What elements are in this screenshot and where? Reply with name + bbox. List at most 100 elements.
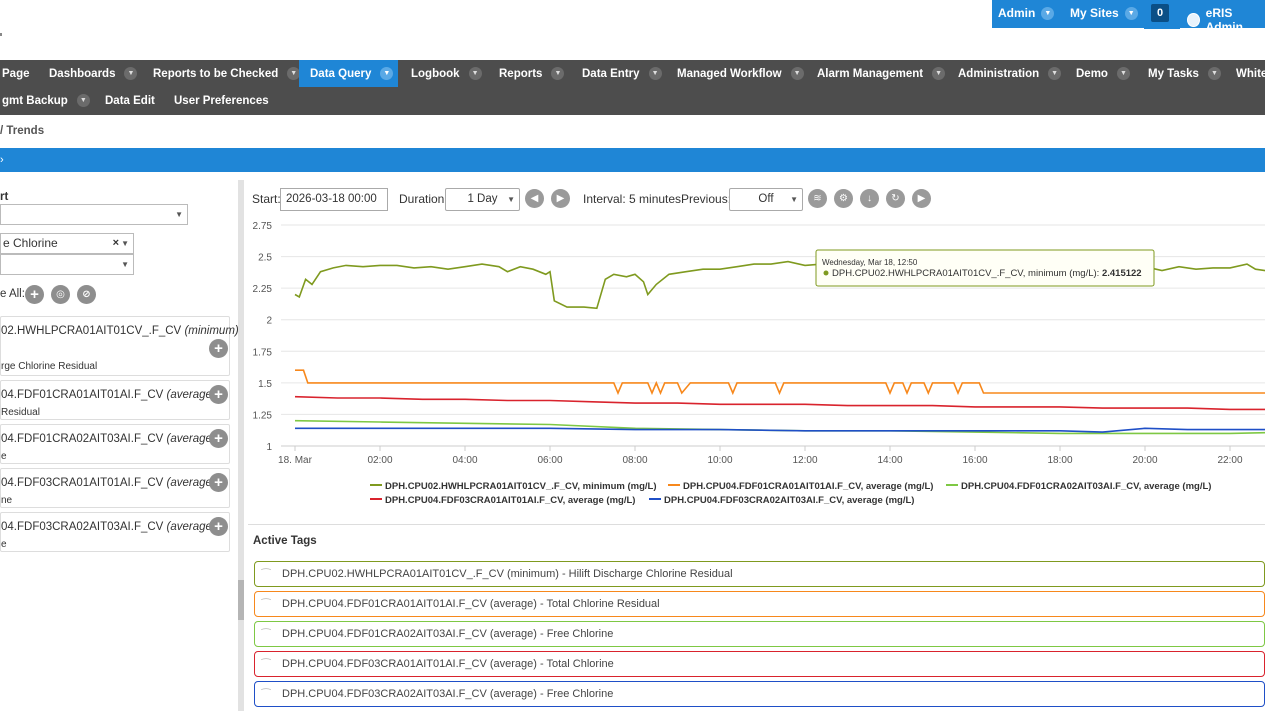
add-tag-icon[interactable]: +: [209, 429, 228, 448]
target-icon[interactable]: ◎: [51, 285, 70, 304]
legend-item[interactable]: DPH.CPU02.HWHLPCRA01AIT01CV_.F_CV, minim…: [370, 481, 657, 492]
parameter-select[interactable]: e Chlorine × ▼: [0, 233, 134, 254]
clear-x-icon[interactable]: ×: [112, 237, 119, 249]
active-tag-row[interactable]: ⁀ DPH.CPU04.FDF01CRA02AIT03AI.F_CV (avera…: [254, 621, 1265, 647]
nav-label: Alarm Management: [817, 67, 924, 80]
add-all-icon[interactable]: +: [25, 285, 44, 304]
active-tag-row[interactable]: ⁀ DPH.CPU04.FDF01CRA01AIT01AI.F_CV (avera…: [254, 591, 1265, 617]
legend-item[interactable]: DPH.CPU04.FDF03CRA02AIT03AI.F_CV, averag…: [649, 495, 914, 506]
add-tag-icon[interactable]: +: [209, 339, 228, 358]
nav-label: Page: [2, 67, 30, 80]
nav-label: Reports: [499, 67, 543, 80]
legend-item[interactable]: DPH.CPU04.FDF03CRA01AIT01AI.F_CV, averag…: [370, 495, 635, 506]
nav-item-logbook[interactable]: Logbook ▼: [409, 60, 484, 87]
add-tag-icon[interactable]: +: [209, 385, 228, 404]
globe-icon: [1187, 13, 1200, 27]
next-icon[interactable]: ▶: [551, 189, 570, 208]
nav-item-white[interactable]: White: [1234, 60, 1265, 87]
tag-description: e: [1, 451, 7, 462]
series-line-5[interactable]: [295, 427, 1265, 433]
clear-icon[interactable]: ⊘: [77, 285, 96, 304]
series-line-3[interactable]: [294, 419, 1265, 435]
notifications-badge[interactable]: 0: [1151, 4, 1169, 22]
legend-label: DPH.CPU02.HWHLPCRA01AIT01CV_.F_CV, minim…: [385, 481, 657, 492]
chevron-down-icon: ▼: [551, 67, 565, 80]
nav-item-user-preferences[interactable]: User Preferences: [172, 87, 271, 114]
duration-label: Duration:: [399, 192, 448, 206]
nav-item-reports[interactable]: Reports ▼: [497, 60, 566, 87]
previous-select[interactable]: Off ▼: [729, 188, 803, 211]
series-line-4[interactable]: [294, 395, 1265, 411]
tag-name: 04.FDF03CRA02AIT03AI.F_CV (average): [1, 521, 216, 533]
nav-item-data-entry[interactable]: Data Entry ▼: [580, 60, 664, 87]
duration-select[interactable]: 1 Day ▼: [445, 188, 520, 211]
user-menu[interactable]: eRIS Admin: [1187, 6, 1265, 34]
nav-label: Administration: [958, 67, 1040, 80]
refresh-icon[interactable]: ↻: [886, 189, 905, 208]
add-tag-icon[interactable]: +: [209, 517, 228, 536]
section-header-bar[interactable]: ›: [0, 148, 1265, 172]
splitter-handle[interactable]: [238, 580, 244, 620]
chevron-down-icon: ▼: [1207, 67, 1221, 80]
x-tick-label: 04:00: [452, 455, 477, 466]
main-nav: Page Dashboards ▼ Reports to be Checked ▼ Dat…: [0, 60, 1265, 115]
tag-aggregate: (average): [166, 433, 216, 445]
add-tag-icon[interactable]: +: [209, 473, 228, 492]
settings-icon[interactable]: ⚙: [834, 189, 853, 208]
nav-item-page[interactable]: Page: [0, 60, 32, 87]
tag-description: ne: [1, 495, 13, 506]
parameter-select-value: e Chlorine: [3, 236, 58, 250]
tag-description: Residual: [1, 407, 40, 418]
tag-id: 04.FDF01CRA01AIT01AI.F_CV: [1, 389, 167, 401]
start-date-input[interactable]: 2026-03-18 00:00: [280, 188, 388, 211]
breadcrumb: / Trends: [0, 125, 45, 137]
nav-label: Demo: [1076, 67, 1108, 80]
selected-tag-card[interactable]: 04.FDF01CRA01AIT01AI.F_CV (average) Resid…: [0, 380, 230, 420]
active-tag-label: DPH.CPU04.FDF03CRA01AIT01AI.F_CV (averag…: [282, 658, 614, 670]
active-tag-label: DPH.CPU04.FDF03CRA02AIT03AI.F_CV (averag…: [282, 688, 614, 700]
chevron-down-icon: ▼: [121, 239, 129, 248]
layers-icon[interactable]: ≋: [808, 189, 827, 208]
legend-item[interactable]: DPH.CPU04.FDF01CRA02AIT03AI.F_CV, averag…: [946, 481, 1211, 492]
selected-tag-card[interactable]: 04.FDF03CRA01AIT01AI.F_CV (average) ne +: [0, 468, 230, 508]
chevron-down-icon: ▼: [1124, 6, 1138, 20]
chevron-down-icon: ▼: [790, 67, 804, 80]
admin-menu[interactable]: Admin ▼: [998, 6, 1055, 20]
trend-chart[interactable]: 2.75 2.5 2.25 2 1.75 1.5 1.25 1 18. Mar 02:00 04:0…: [244, 212, 1265, 512]
nav-item-administration[interactable]: Administration ▼: [956, 60, 1063, 87]
x-tick-label: 08:00: [622, 455, 647, 466]
nav-item-alarm-management[interactable]: Alarm Management ▼: [815, 60, 947, 87]
legend-label: DPH.CPU04.FDF01CRA01AIT01AI.F_CV, averag…: [683, 481, 933, 492]
selected-tag-card[interactable]: 04.FDF01CRA02AIT03AI.F_CV (average) e +: [0, 424, 230, 464]
nav-item-dashboards[interactable]: Dashboards ▼: [47, 60, 139, 87]
filter-select[interactable]: ▼: [0, 254, 134, 275]
site-select[interactable]: ▼: [0, 204, 188, 225]
download-icon[interactable]: ↓: [860, 189, 879, 208]
nav-item-data-edit[interactable]: Data Edit: [103, 87, 157, 114]
tooltip-value: 2.415122: [1102, 268, 1142, 279]
active-tag-row[interactable]: ⁀ DPH.CPU02.HWHLPCRA01AIT01CV_.F_CV (mini…: [254, 561, 1265, 587]
active-tags-panel: [248, 524, 1265, 711]
nav-item-gmt-backup[interactable]: gmt Backup ▼: [0, 87, 92, 114]
my-sites-menu[interactable]: My Sites ▼: [1070, 6, 1138, 20]
play-icon[interactable]: ▶: [912, 189, 931, 208]
nav-item-reports-to-be-checked[interactable]: Reports to be Checked ▼: [151, 60, 302, 87]
nav-item-data-query[interactable]: Data Query ▼: [299, 60, 398, 87]
line-chart-icon: ⁀: [261, 598, 271, 611]
chevron-down-icon: ▼: [121, 260, 129, 269]
nav-item-my-tasks[interactable]: My Tasks ▼: [1146, 60, 1223, 87]
selected-tag-card[interactable]: 04.FDF03CRA02AIT03AI.F_CV (average) e +: [0, 512, 230, 552]
nav-item-managed-workflow[interactable]: Managed Workflow ▼: [675, 60, 806, 87]
prev-icon[interactable]: ◀: [525, 189, 544, 208]
active-tag-row[interactable]: ⁀ DPH.CPU04.FDF03CRA02AIT03AI.F_CV (avera…: [254, 681, 1265, 707]
active-tag-label: DPH.CPU04.FDF01CRA02AIT03AI.F_CV (averag…: [282, 628, 614, 640]
duration-value: 1 Day: [467, 193, 498, 205]
nav-label: Dashboards: [49, 67, 116, 80]
legend-item[interactable]: DPH.CPU04.FDF01CRA01AIT01AI.F_CV, averag…: [668, 481, 933, 492]
selected-tag-card[interactable]: 02.HWHLPCRA01AIT01CV_.F_CV (minimum) rge …: [0, 316, 239, 376]
panel-splitter[interactable]: [238, 180, 244, 711]
series-line-2[interactable]: [295, 369, 1265, 396]
nav-item-demo[interactable]: Demo ▼: [1074, 60, 1132, 87]
line-chart-icon: ⁀: [261, 658, 271, 671]
active-tag-row[interactable]: ⁀ DPH.CPU04.FDF03CRA01AIT01AI.F_CV (avera…: [254, 651, 1265, 677]
